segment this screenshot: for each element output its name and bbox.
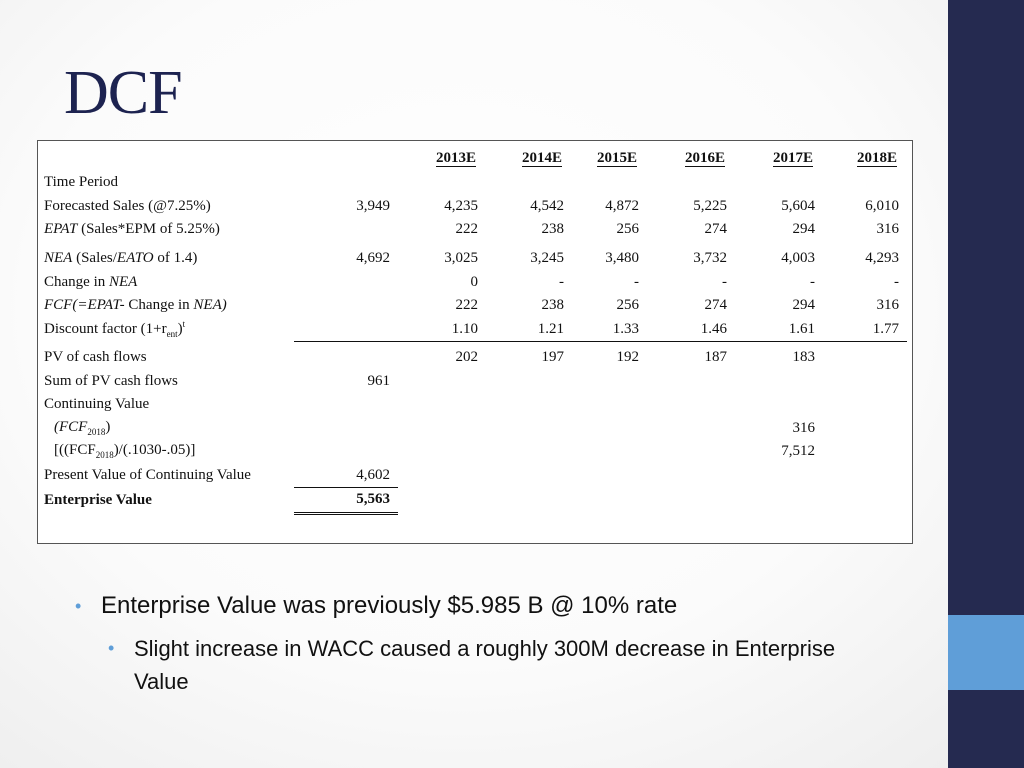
row-label: Change in NEA [44, 273, 138, 290]
table-row: Continuing Value [42, 393, 907, 417]
table-cell: 5,225 [693, 197, 727, 214]
year-header: 2014E [521, 150, 562, 167]
table-cell: 316 [792, 419, 816, 436]
row-label: (FCF2018) [54, 418, 111, 437]
table-cell: 1.46 [647, 317, 735, 342]
table-cell: 4,542 [530, 197, 564, 214]
table-row: PV of cash flows 202 197 192 187 183 [42, 342, 907, 370]
row-label: FCF(=EPAT- Change in NEA) [44, 297, 227, 314]
year-header: 2017E [772, 150, 813, 167]
table-row: Enterprise Value 5,563 [42, 487, 907, 515]
table-cell: 4,293 [865, 250, 899, 266]
table-cell: 316 [876, 297, 900, 314]
table-cell: 3,732 [693, 250, 727, 266]
table-row: FCF(=EPAT- Change in NEA) 222 238 256 27… [42, 294, 907, 318]
slide-title: DCF [64, 59, 183, 127]
table-cell: 183 [792, 349, 816, 366]
base-value: 4,692 [356, 250, 390, 266]
sub-bullet-text: Slight increase in WACC caused a roughly… [134, 636, 836, 694]
year-header: 2018E [856, 150, 897, 167]
table-cell: 0 [470, 273, 479, 290]
table-cell: - [894, 273, 899, 290]
table-row: [((FCF2018)/(.1030-.05)] 7,512 [42, 440, 907, 464]
table-cell: 1.33 [572, 317, 647, 342]
table-cell: 4,003 [781, 250, 815, 266]
table-cell: 274 [704, 221, 728, 238]
table-cell: 294 [792, 221, 816, 238]
dcf-table-image: 2013E 2014E 2015E 2016E 2017E 2018E Time… [37, 140, 913, 544]
bullet-dot-icon: • [108, 638, 115, 658]
bullet-text: Enterprise Value was previously $5.985 B… [101, 592, 678, 619]
table-cell: 7,512 [781, 443, 815, 460]
table-cell: 6,010 [865, 197, 899, 214]
table-cell: - [559, 273, 564, 290]
table-cell: 1.77 [823, 317, 907, 342]
table-cell: 202 [455, 349, 479, 366]
year-header: 2015E [596, 150, 637, 167]
table-cell: 3,025 [444, 250, 478, 266]
base-value: 3,949 [356, 197, 390, 214]
sub-bullet-item: • Slight increase in WACC caused a rough… [108, 632, 854, 698]
table-cell: 222 [455, 221, 479, 238]
row-label: Sum of PV cash flows [44, 372, 178, 389]
enterprise-value-total: 5,563 [294, 487, 398, 515]
bullet-item: • Enterprise Value was previously $5.985… [75, 590, 935, 622]
bullet-list: • Enterprise Value was previously $5.985… [75, 590, 935, 698]
table-cell: 294 [792, 297, 816, 314]
table-cell: 238 [541, 297, 565, 314]
row-label: NEA (Sales/EATO of 1.4) [44, 250, 198, 266]
table-row: (FCF2018) 316 [42, 417, 907, 441]
table-row: NEA (Sales/EATO of 1.4) 4,692 3,025 3,24… [42, 242, 907, 271]
table-row: Discount factor (1+rent)t 1.10 1.21 1.33… [42, 317, 907, 342]
table-cell: 192 [616, 349, 640, 366]
table-cell: 316 [876, 221, 900, 238]
table-cell: 4,872 [605, 197, 639, 214]
table-cell: 1.21 [486, 317, 572, 342]
table-cell: 1.10 [398, 317, 486, 342]
row-label: Discount factor (1+rent)t [44, 319, 186, 339]
sidebar-accent-block [948, 615, 1024, 690]
bullet-dot-icon: • [75, 596, 82, 616]
row-label: Enterprise Value [44, 491, 152, 508]
table-cell: 5,604 [781, 197, 815, 214]
table-cell: - [634, 273, 639, 290]
year-header: 2016E [684, 150, 725, 167]
table-cell: 3,480 [605, 250, 639, 266]
row-label: PV of cash flows [44, 349, 147, 365]
table-cell: 1.61 [735, 317, 823, 342]
row-label: EPAT (Sales*EPM of 5.25%) [44, 221, 220, 238]
base-value: 961 [367, 372, 391, 389]
table-cell: 238 [541, 221, 565, 238]
table-cell: 256 [616, 297, 640, 314]
table-cell: 256 [616, 221, 640, 238]
year-header: 2013E [435, 150, 476, 167]
table-cell: 4,235 [444, 197, 478, 214]
table-cell: 187 [704, 349, 728, 366]
row-label: Forecasted Sales (@7.25%) [44, 197, 211, 214]
row-label: [((FCF2018)/(.1030-.05)] [54, 442, 196, 461]
table-cell: - [722, 273, 727, 290]
table-cell: 3,245 [530, 250, 564, 266]
table-cell: 197 [541, 349, 565, 366]
row-label: Present Value of Continuing Value [44, 467, 251, 483]
table-row: Sum of PV cash flows 961 [42, 370, 907, 394]
table-cell: 274 [704, 297, 728, 314]
dcf-table: 2013E 2014E 2015E 2016E 2017E 2018E Time… [42, 146, 907, 515]
table-row: Time Period [42, 171, 907, 195]
table-row: Forecasted Sales (@7.25%) 3,949 4,235 4,… [42, 195, 907, 219]
row-label: Time Period [44, 174, 119, 191]
table-row: Present Value of Continuing Value 4,602 [42, 463, 907, 488]
table-cell: 222 [455, 297, 479, 314]
table-cell: - [810, 273, 815, 290]
table-header-row: 2013E 2014E 2015E 2016E 2017E 2018E [42, 146, 907, 171]
table-row: Change in NEA 0 - - - - - [42, 271, 907, 295]
table-row: EPAT (Sales*EPM of 5.25%) 222 238 256 27… [42, 218, 907, 242]
row-label: Continuing Value [44, 396, 150, 413]
base-value: 4,602 [294, 463, 398, 488]
